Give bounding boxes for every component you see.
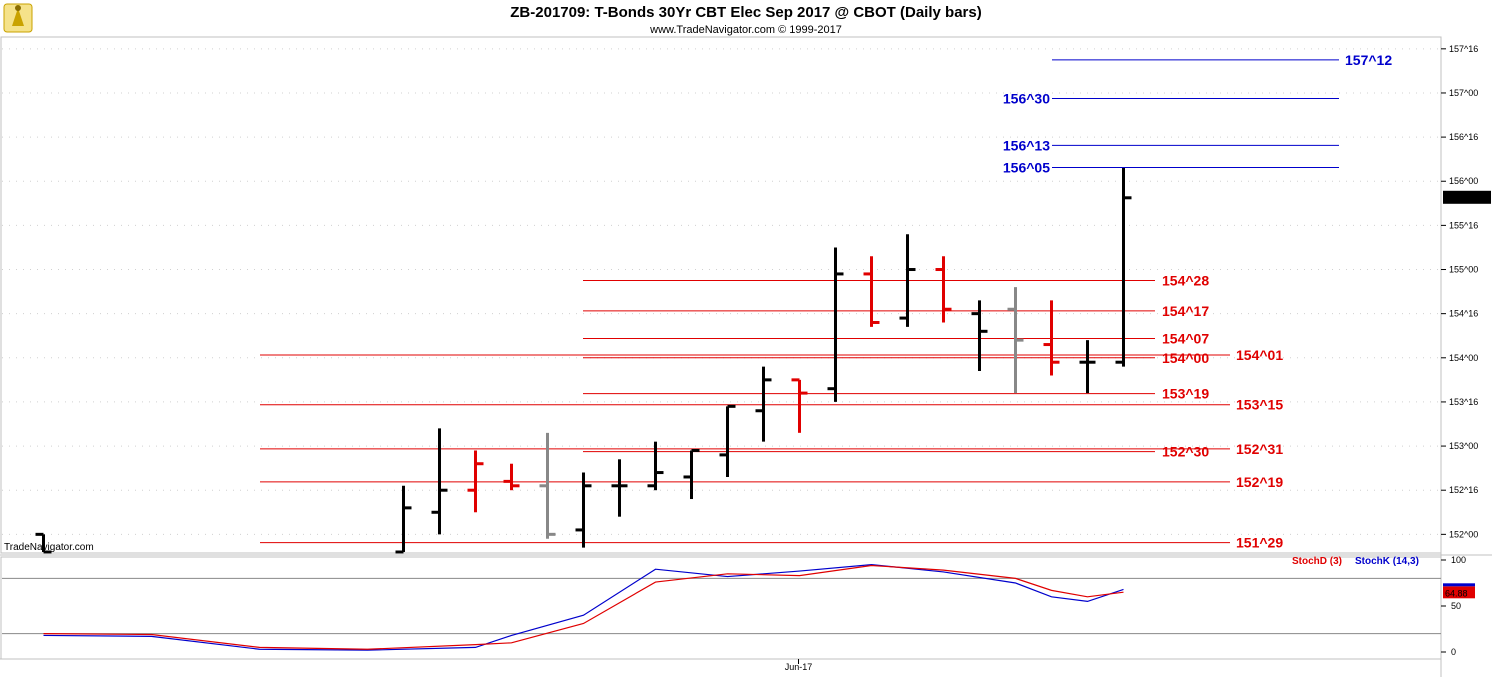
level-label: 151^29 — [1236, 535, 1283, 551]
stoch-series-line — [43, 563, 1124, 651]
level-label: 152^19 — [1236, 474, 1283, 490]
last-price-badge — [1443, 190, 1491, 204]
level-label: 152^30 — [1162, 444, 1209, 460]
level-label: 154^28 — [1162, 273, 1209, 289]
date-axis: Jun-17 — [785, 659, 813, 672]
stoch-last-badge — [1443, 586, 1475, 599]
level-label: 153^15 — [1236, 397, 1283, 413]
price-levels: 157^12 156^30 156^13 156^05 154^28 154^17 154^… — [260, 52, 1392, 551]
level-label: 154^01 — [1236, 347, 1283, 363]
y-tick-label: 152^00 — [1449, 529, 1478, 539]
chart-subtitle: www.TradeNavigator.com © 1999-2017 — [649, 24, 842, 36]
watermark: TradeNavigator.com — [4, 542, 94, 553]
price-bars — [35, 168, 1132, 554]
stoch-y-tick-label: 50 — [1451, 601, 1461, 611]
y-tick-label: 154^00 — [1449, 353, 1478, 363]
y-tick-label: 153^00 — [1449, 441, 1478, 451]
price-axis: 157^16 157^00 156^16 156^00 155^16 155^00 154^… — [1441, 44, 1491, 539]
level-label: 156^30 — [1003, 90, 1050, 106]
stoch-y-tick-label: 0 — [1451, 647, 1456, 657]
x-tick-label: Jun-17 — [785, 662, 813, 672]
y-tick-label: 157^16 — [1449, 44, 1478, 54]
level-label: 154^17 — [1162, 303, 1209, 319]
stoch-last-label: 64.88 — [1445, 588, 1468, 598]
last-price-label: 155^26 — [1445, 193, 1474, 203]
legend-stochd: StochD (3) — [1292, 556, 1342, 567]
y-tick-label: 157^00 — [1449, 88, 1478, 98]
app-logo-icon — [3, 3, 33, 33]
stoch-y-tick-label: 100 — [1451, 555, 1466, 565]
stochastic-lines — [43, 563, 1124, 651]
stochastic-axis: 0 50 100 64.88 — [1441, 555, 1475, 657]
stoch-series-line — [43, 564, 1124, 650]
y-tick-label: 154^16 — [1449, 309, 1478, 319]
y-tick-label: 156^00 — [1449, 176, 1478, 186]
legend-stochk: StochK (14,3) — [1355, 556, 1419, 567]
stochastic-bands — [2, 577, 1441, 635]
y-tick-label: 152^16 — [1449, 485, 1478, 495]
y-tick-label: 156^16 — [1449, 132, 1478, 142]
level-label: 156^05 — [1003, 159, 1050, 175]
level-label: 154^07 — [1162, 330, 1209, 346]
chart-title: ZB-201709: T-Bonds 30Yr CBT Elec Sep 201… — [510, 4, 981, 21]
level-label: 152^31 — [1236, 441, 1283, 457]
price-panel — [0, 36, 1442, 554]
level-label: 154^00 — [1162, 350, 1209, 366]
y-tick-label: 155^00 — [1449, 265, 1478, 275]
level-label: 156^13 — [1003, 137, 1050, 153]
y-tick-label: 155^16 — [1449, 220, 1478, 230]
level-label: 153^19 — [1162, 386, 1209, 402]
y-tick-label: 153^16 — [1449, 397, 1478, 407]
level-label: 157^12 — [1345, 52, 1392, 68]
stoch-last-badge-k — [1443, 583, 1475, 587]
